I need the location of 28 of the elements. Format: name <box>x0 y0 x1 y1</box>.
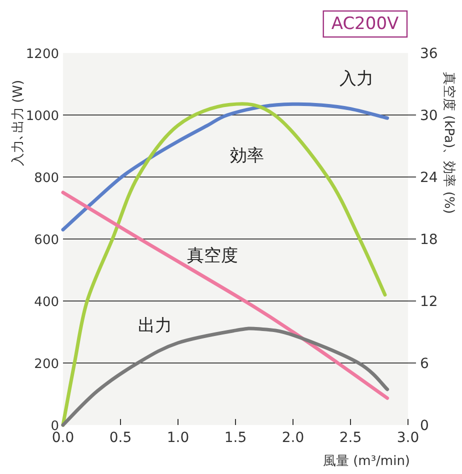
y2-tick-label: 12 <box>420 294 438 310</box>
x-tick-label: 1.5 <box>224 430 247 446</box>
x-axis-title: 風量 (m³/min) <box>322 454 410 469</box>
y-tick-label: 1000 <box>26 109 59 124</box>
y2-axis-title: 真空度 (kPa)、効率 (%) <box>441 72 457 214</box>
y-axis-title: 入力､出力 (W) <box>11 80 26 166</box>
annotation: AC200V <box>322 10 408 38</box>
y2-tick-label: 36 <box>420 46 438 62</box>
y-tick-label: 400 <box>34 295 59 310</box>
series-label: 出力 <box>138 316 172 336</box>
x-tick-label: 1.0 <box>166 430 190 446</box>
series-label: 効率 <box>230 146 264 166</box>
y2-tick-label: 18 <box>420 232 438 248</box>
y2-tick-label: 30 <box>420 108 438 124</box>
y-tick-label: 200 <box>34 357 59 372</box>
x-tick-label: 3.0 <box>396 430 420 446</box>
x-tick-label: 2.5 <box>339 430 362 446</box>
y-tick-label: 800 <box>34 171 59 186</box>
x-tick-label: 0.0 <box>52 430 74 446</box>
y-tick-label: 600 <box>34 233 59 248</box>
x-tick-label: 0.5 <box>109 430 132 446</box>
series-label: 入力 <box>339 69 374 90</box>
y2-tick-label: 6 <box>420 356 429 372</box>
y-tick-label: 1200 <box>26 47 59 62</box>
y2-tick-label: 24 <box>420 170 438 186</box>
y2-tick-label: 0 <box>420 418 429 434</box>
x-tick-label: 2.0 <box>282 430 304 446</box>
series-label: 真空度 <box>187 246 238 266</box>
